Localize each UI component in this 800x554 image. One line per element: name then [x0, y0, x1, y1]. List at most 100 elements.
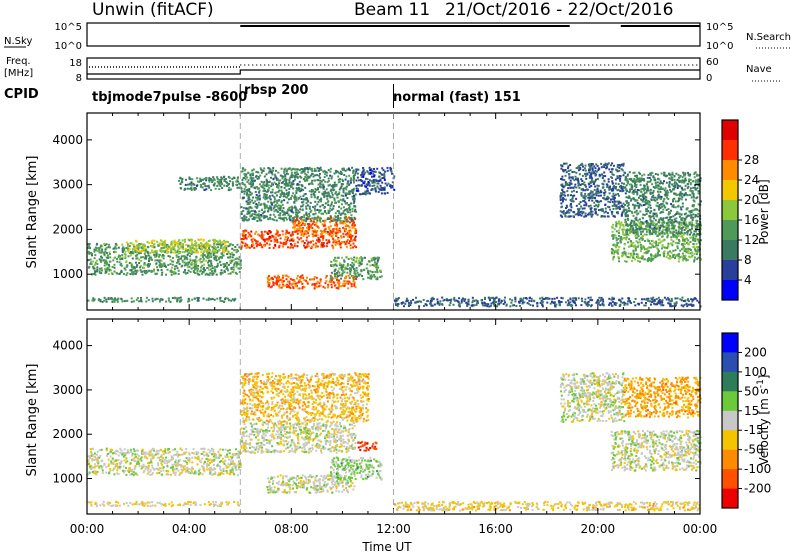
data-cell [113, 263, 116, 266]
data-cell [177, 255, 180, 258]
data-cell [351, 166, 354, 169]
data-cell [365, 267, 368, 270]
data-cell [315, 224, 318, 227]
data-cell [274, 173, 276, 176]
data-cell [343, 228, 346, 231]
data-cell [367, 269, 370, 272]
data-cell [331, 244, 334, 247]
data-cell [342, 189, 345, 192]
data-cell [328, 194, 331, 197]
data-cell [209, 265, 211, 268]
data-cell [256, 243, 259, 246]
data-cell [255, 211, 258, 214]
data-cell [135, 257, 138, 260]
data-cell [636, 241, 639, 244]
data-cell [330, 191, 333, 194]
data-cell [660, 240, 663, 243]
data-cell [324, 276, 327, 279]
data-cell [687, 259, 690, 262]
data-cell [143, 247, 146, 250]
data-cell [615, 204, 618, 207]
data-cell [397, 303, 399, 306]
data-cell [586, 304, 589, 307]
data-cell [216, 176, 219, 179]
data-cell [583, 215, 586, 218]
data-cell [194, 248, 197, 251]
data-cell [374, 270, 377, 273]
data-cell [618, 226, 621, 229]
data-cell [645, 297, 648, 300]
data-cell [601, 173, 603, 176]
data-cell [373, 184, 376, 187]
data-cell [340, 212, 343, 215]
data-cell [262, 238, 265, 241]
data-cell [674, 257, 676, 259]
data-cell [210, 262, 213, 265]
data-cell [144, 256, 147, 259]
data-cell [318, 218, 321, 221]
data-cell [319, 179, 322, 182]
data-cell [185, 244, 188, 246]
data-cell [211, 181, 214, 183]
data-cell [467, 300, 470, 303]
data-cell [681, 296, 684, 299]
data-cell [260, 219, 263, 222]
data-cell [257, 176, 260, 178]
data-cell [316, 285, 319, 288]
data-cell [321, 204, 324, 207]
data-cell [124, 255, 127, 258]
data-cell [210, 178, 212, 181]
data-cell [165, 273, 167, 276]
data-cell [577, 211, 580, 214]
data-cell [354, 260, 357, 263]
data-cell [616, 164, 619, 166]
data-cell [433, 303, 436, 306]
data-cell [141, 250, 144, 253]
data-cell [318, 240, 321, 243]
data-cell [321, 223, 324, 226]
data-cell [323, 245, 326, 248]
data-cell [414, 301, 417, 304]
data-cell [152, 244, 155, 247]
data-cell [349, 211, 352, 214]
data-cell [199, 177, 202, 180]
data-cell [274, 236, 277, 239]
data-cell [654, 253, 657, 256]
data-cell [210, 261, 213, 264]
data-cell [594, 185, 597, 188]
data-cell [253, 179, 256, 182]
data-cell [306, 281, 309, 284]
data-cell [306, 243, 309, 246]
data-cell [687, 252, 690, 255]
data-cell [222, 243, 225, 246]
data-cell [386, 184, 389, 187]
data-cell [259, 174, 262, 177]
data-cell [313, 194, 316, 197]
data-cell [400, 302, 403, 304]
data-cell [228, 186, 231, 189]
data-cell [258, 210, 261, 213]
data-cell [490, 302, 493, 305]
data-cell [368, 184, 371, 187]
cpid-label: CPID [4, 87, 39, 102]
data-cell [308, 215, 311, 217]
data-cell [348, 242, 351, 245]
data-cell [597, 169, 600, 172]
data-cell [662, 228, 665, 231]
data-cell [256, 203, 259, 206]
data-cell [161, 254, 164, 257]
data-cell [145, 269, 148, 272]
data-cell [650, 297, 653, 300]
data-cell [260, 244, 263, 246]
data-cell [290, 169, 293, 172]
data-cell [286, 210, 289, 213]
data-cell [118, 273, 121, 275]
data-cell [300, 277, 303, 280]
data-cell [692, 298, 694, 301]
data-cell [324, 282, 327, 285]
data-cell [306, 217, 309, 220]
data-cell [91, 299, 94, 302]
data-cell [577, 209, 580, 212]
data-cell [681, 252, 684, 255]
data-cell [360, 263, 363, 266]
